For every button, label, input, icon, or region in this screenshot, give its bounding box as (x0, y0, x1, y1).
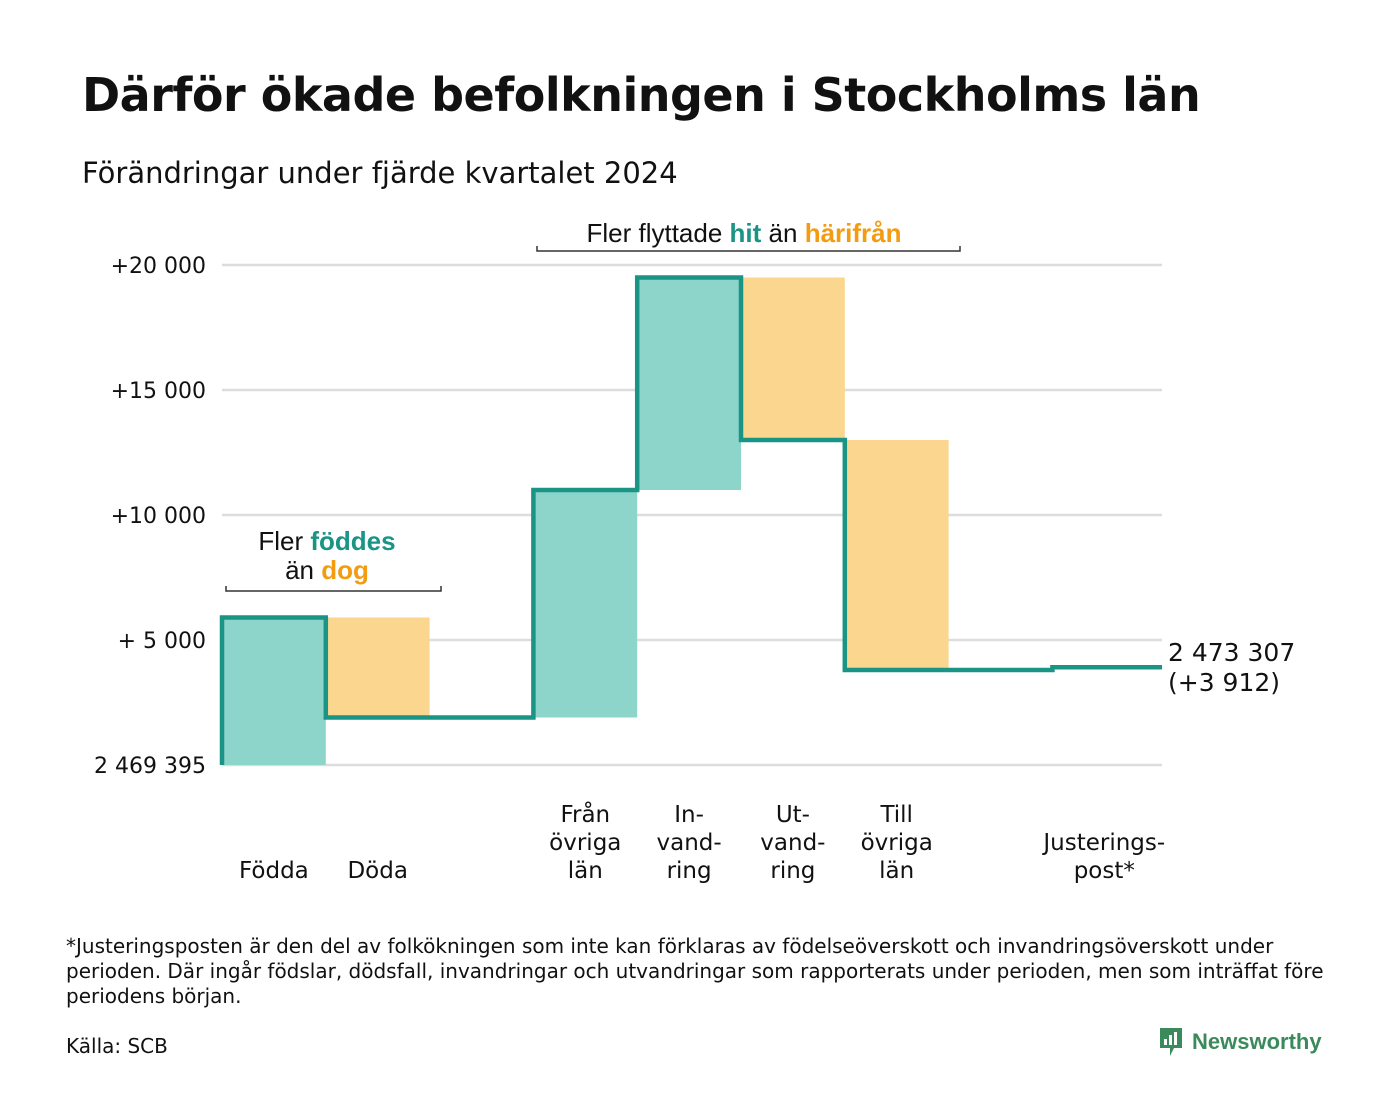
source-note: Källa: SCB (66, 1034, 168, 1058)
category-label: Döda (347, 858, 407, 884)
y-tick-label: +20 000 (111, 254, 206, 279)
category-label: Födda (239, 858, 309, 884)
newsworthy-logo-icon (1160, 1028, 1182, 1056)
y-tick-label: + 5 000 (118, 629, 206, 654)
category-label: Från övriga län (549, 800, 621, 884)
bar (637, 277, 741, 490)
y-tick-label: 2 469 395 (94, 754, 206, 779)
y-tick-label: +10 000 (111, 504, 206, 529)
brand-logo: Newsworthy (1158, 1026, 1322, 1058)
bar (533, 490, 638, 718)
bar (741, 277, 845, 440)
migration-annotation-text: Fler flyttade hit än härifrån (586, 218, 901, 248)
bar (325, 617, 430, 718)
waterfall-chart: 2 469 395 + 5 000 +10 000 +15 000 +20 000 Föd… (94, 218, 1295, 884)
births-annotation-text: än dog (285, 555, 369, 585)
footnote: *Justeringsposten är den del av folkökni… (66, 934, 1324, 1008)
category-label: In-vand-ring (657, 802, 722, 884)
bar (844, 440, 949, 670)
y-tick-label: +15 000 (111, 379, 206, 404)
category-label: Ut-vand-ring (760, 802, 825, 884)
births-annotation-text: Fler föddes (258, 526, 395, 556)
chart-subtitle: Förändringar under fjärde kvartalet 2024 (82, 156, 678, 190)
end-value-label: 2 473 307 (1168, 638, 1295, 667)
bar (222, 617, 326, 765)
running-total-line (219, 275, 1162, 765)
chart-title: Därför ökade befolkningen i Stockholms l… (82, 68, 1201, 122)
end-change-label: (+3 912) (1168, 668, 1280, 697)
migration-annotation-bracket (536, 246, 961, 252)
births-annotation-bracket (225, 586, 442, 592)
category-label: Justerings-post* (1041, 830, 1165, 884)
brand-name: Newsworthy (1192, 1029, 1322, 1054)
category-label: Till övriga län (861, 802, 933, 884)
